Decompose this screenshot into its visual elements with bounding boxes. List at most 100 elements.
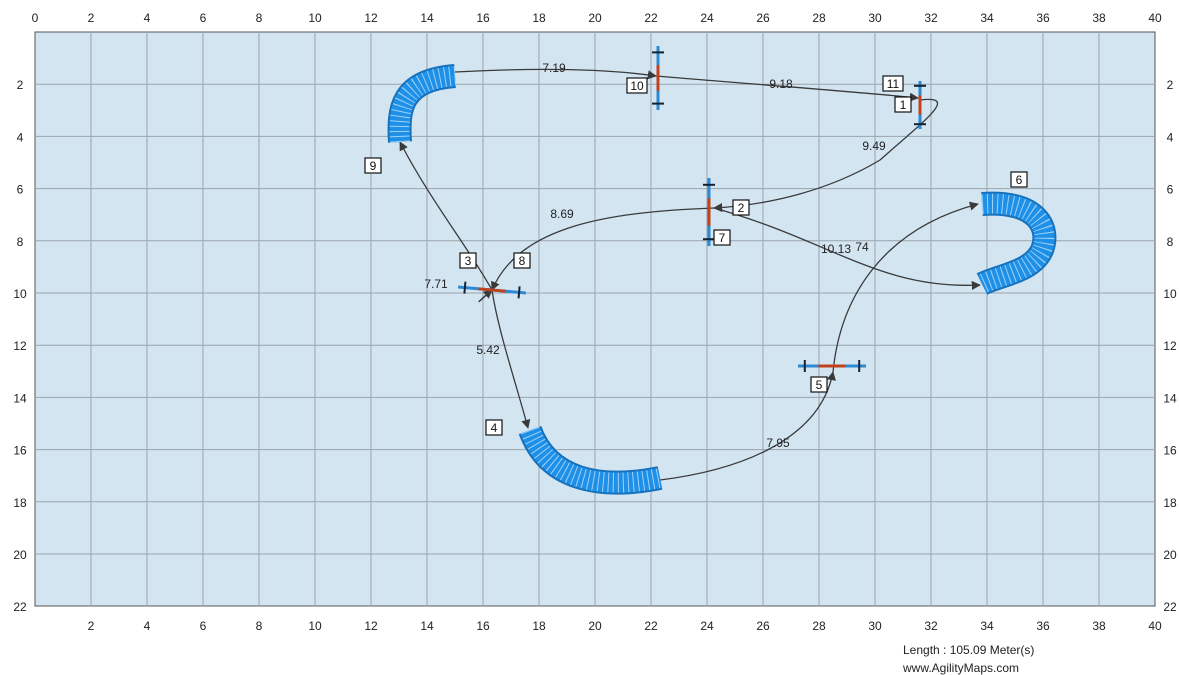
svg-text:11: 11 <box>887 77 900 91</box>
x-tick-label-bottom: 18 <box>532 619 546 633</box>
x-tick-label-bottom: 10 <box>308 619 322 633</box>
y-tick-label-left: 6 <box>17 183 24 197</box>
y-tick-label-left: 4 <box>17 130 24 144</box>
obstacle-number-1: 1 <box>894 96 912 113</box>
x-tick-label-bottom: 2 <box>88 619 95 633</box>
x-tick-label-bottom: 22 <box>644 619 658 633</box>
x-tick-label-bottom: 4 <box>144 619 151 633</box>
jump-1-11 <box>914 81 926 129</box>
y-tick-label-left: 22 <box>13 600 27 614</box>
course-path <box>399 68 981 481</box>
tunnel-9 <box>387 64 457 143</box>
obstacle-number-8: 8 <box>513 252 531 269</box>
svg-text:3: 3 <box>465 254 472 268</box>
distance-label: 5.42 <box>476 343 500 357</box>
x-tick-label-top: 20 <box>588 11 602 25</box>
x-tick-label-top: 12 <box>364 11 378 25</box>
x-tick-label-top: 40 <box>1148 11 1162 25</box>
svg-text:9: 9 <box>370 159 377 173</box>
tunnel-6 <box>976 191 1057 295</box>
obstacle-number-2: 2 <box>732 199 750 216</box>
course-path-segment <box>659 371 836 481</box>
website-credit: www.AgilityMaps.com <box>903 661 1020 675</box>
x-tick-label-top: 34 <box>980 11 994 25</box>
y-tick-label-right: 10 <box>1163 287 1177 301</box>
x-tick-label-bottom: 24 <box>700 619 714 633</box>
obstacle-number-9: 9 <box>364 157 382 174</box>
obstacle-number-5: 5 <box>810 376 828 393</box>
x-tick-label-bottom: 14 <box>420 619 434 633</box>
svg-text:4: 4 <box>491 421 498 435</box>
course-length: Length : 105.09 Meter(s) <box>903 643 1035 657</box>
y-tick-label-left: 2 <box>17 78 24 92</box>
y-tick-label-right: 20 <box>1163 548 1177 562</box>
obstacle-number-4: 4 <box>485 419 503 436</box>
y-tick-label-left: 18 <box>13 496 27 510</box>
obstacle-number-3: 3 <box>459 252 477 269</box>
x-tick-label-top: 0 <box>32 11 39 25</box>
obstacle-number-7: 7 <box>713 229 731 246</box>
tunnels <box>387 64 1057 495</box>
jumps <box>457 46 926 372</box>
obstacle-number-11: 11 <box>882 75 904 92</box>
x-tick-label-bottom: 20 <box>588 619 602 633</box>
distance-label: 7.19 <box>542 61 566 75</box>
x-tick-label-top: 36 <box>1036 11 1050 25</box>
course-path-segment <box>491 289 531 429</box>
x-tick-label-top: 38 <box>1092 11 1106 25</box>
y-tick-label-left: 16 <box>13 444 27 458</box>
y-tick-label-right: 22 <box>1163 600 1177 614</box>
x-tick-label-top: 16 <box>476 11 490 25</box>
grid-lines <box>35 32 1155 607</box>
axis-ticks: 0 2 4 6 8 10 12 14 16 18 20 22 24 26 28 30 32 34 36 38 402 4 6… <box>13 11 1177 633</box>
x-tick-label-bottom: 16 <box>476 619 490 633</box>
x-tick-label-bottom: 36 <box>1036 619 1050 633</box>
y-tick-label-left: 14 <box>13 391 27 405</box>
y-tick-label-left: 12 <box>13 339 27 353</box>
distance-label: 7.95 <box>766 436 790 450</box>
course-path-segment <box>832 201 979 373</box>
y-tick-label-right: 4 <box>1167 130 1174 144</box>
x-tick-label-bottom: 12 <box>364 619 378 633</box>
x-tick-label-bottom: 34 <box>980 619 994 633</box>
x-tick-label-top: 32 <box>924 11 938 25</box>
x-tick-label-top: 26 <box>756 11 770 25</box>
jump-3-8 <box>457 281 527 299</box>
x-tick-label-bottom: 28 <box>812 619 826 633</box>
svg-text:7: 7 <box>719 231 726 245</box>
x-tick-label-bottom: 40 <box>1148 619 1162 633</box>
distance-label: 10.13 <box>821 242 851 256</box>
x-tick-label-top: 14 <box>420 11 434 25</box>
course-path-segment <box>478 289 493 303</box>
x-tick-label-bottom: 8 <box>256 619 263 633</box>
x-tick-label-bottom: 26 <box>756 619 770 633</box>
y-tick-label-left: 20 <box>13 548 27 562</box>
course-path-segment <box>713 207 981 290</box>
x-tick-label-top: 6 <box>200 11 207 25</box>
x-tick-label-top: 18 <box>532 11 546 25</box>
x-tick-label-top: 2 <box>88 11 95 25</box>
x-tick-label-top: 10 <box>308 11 322 25</box>
svg-text:2: 2 <box>738 201 745 215</box>
x-tick-label-top: 4 <box>144 11 151 25</box>
tunnel-4 <box>518 425 663 495</box>
jump-5 <box>798 360 866 372</box>
x-tick-label-bottom: 32 <box>924 619 938 633</box>
obstacle-number-6: 6 <box>1010 171 1028 188</box>
obstacle-number-10: 10 <box>626 77 648 94</box>
jump-2-7 <box>703 178 715 246</box>
svg-text:10: 10 <box>630 79 644 93</box>
x-tick-label-bottom: 38 <box>1092 619 1106 633</box>
svg-text:6: 6 <box>1016 173 1023 187</box>
y-tick-label-right: 16 <box>1163 444 1177 458</box>
distance-label: 8.69 <box>550 207 574 221</box>
jump-10 <box>652 46 664 110</box>
distance-label: 7.71 <box>424 277 448 291</box>
y-tick-label-right: 6 <box>1167 183 1174 197</box>
svg-text:8: 8 <box>519 254 526 268</box>
svg-text:5: 5 <box>816 378 823 392</box>
y-tick-label-right: 8 <box>1167 235 1174 249</box>
course-path-segment <box>655 75 919 102</box>
